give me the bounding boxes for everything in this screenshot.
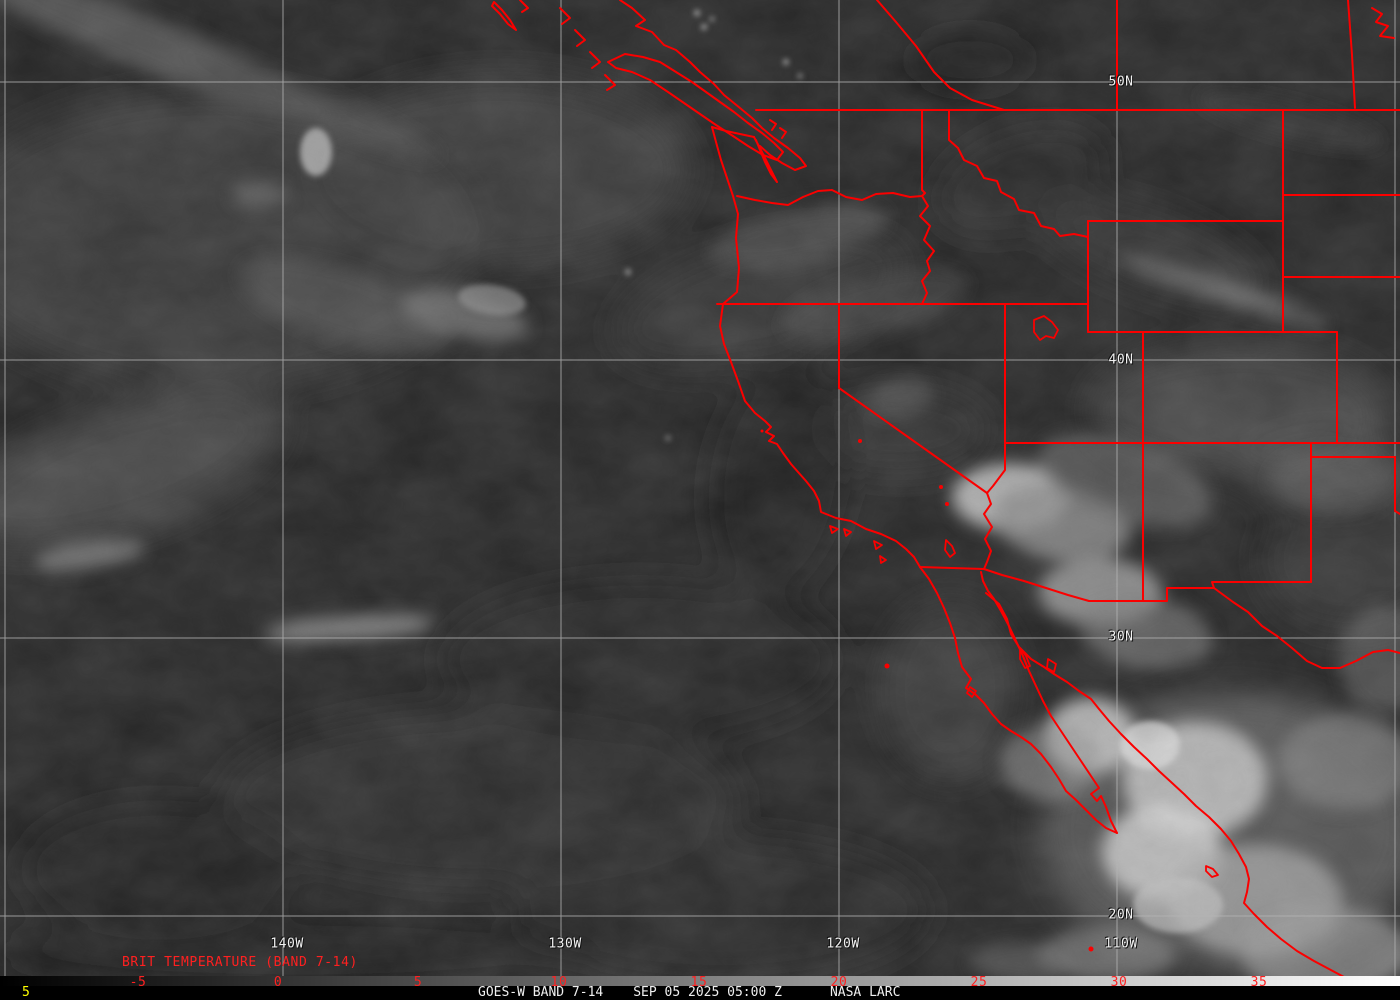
- islands-and-lakes: [760, 315, 1219, 952]
- temperature-colorbar: -5 0 5 10 15 20 25 30 35: [0, 975, 1400, 990]
- colorbar-tick: 0: [273, 975, 283, 990]
- status-timestamp: SEP 05 2025 05:00 Z: [633, 985, 782, 1000]
- satellite-map-image: [0, 0, 1400, 976]
- status-product: GOES-W BAND 7-14: [478, 985, 604, 1000]
- colorbar-tick: 35: [1250, 975, 1268, 990]
- status-bar: 5 GOES-W BAND 7-14 SEP 05 2025 05:00 Z NAS…: [0, 986, 1400, 1000]
- frame-counter: 5: [22, 985, 30, 1000]
- colorbar-tick: 25: [970, 975, 988, 990]
- colorbar-tick: 10: [550, 975, 568, 990]
- status-source: NASA LARC: [829, 985, 901, 1000]
- colorbar-tick: 30: [1110, 975, 1128, 990]
- colorbar-tick: 5: [413, 975, 423, 990]
- status-text: GOES-W BAND 7-14 SEP 05 2025 05:00 Z NASA …: [478, 986, 900, 1000]
- colorbar-tick: -5: [129, 975, 147, 990]
- map-borders: [491, 0, 1400, 976]
- colorbar-tick: 15: [690, 975, 708, 990]
- colorbar-tick: 20: [830, 975, 848, 990]
